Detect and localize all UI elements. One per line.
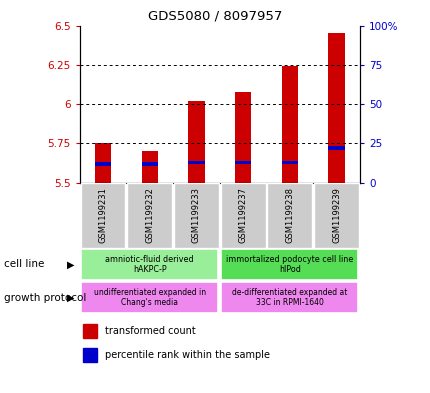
- Bar: [80, 183, 125, 248]
- Text: GSM1199233: GSM1199233: [191, 187, 200, 243]
- Text: amniotic-fluid derived
hAKPC-P: amniotic-fluid derived hAKPC-P: [105, 255, 194, 274]
- Text: ▶: ▶: [66, 293, 74, 303]
- Bar: [234, 92, 251, 183]
- Text: GSM1199231: GSM1199231: [98, 187, 108, 243]
- Text: percentile rank within the sample: percentile rank within the sample: [105, 350, 269, 360]
- Text: ▶: ▶: [66, 259, 74, 269]
- Text: GDS5080 / 8097957: GDS5080 / 8097957: [148, 10, 282, 23]
- Text: cell line: cell line: [4, 259, 45, 269]
- Bar: [95, 162, 111, 165]
- Bar: [220, 183, 265, 248]
- Bar: [174, 183, 218, 248]
- Text: undifferentiated expanded in
Chang's media: undifferentiated expanded in Chang's med…: [93, 288, 206, 307]
- Text: de-differentiated expanded at
33C in RPMI-1640: de-differentiated expanded at 33C in RPM…: [232, 288, 347, 307]
- Bar: [127, 183, 172, 248]
- Bar: [188, 101, 204, 183]
- Bar: [267, 183, 311, 248]
- Bar: [141, 162, 157, 165]
- Text: transformed count: transformed count: [105, 326, 195, 336]
- Text: GSM1199232: GSM1199232: [145, 187, 154, 243]
- Bar: [83, 347, 96, 362]
- Bar: [281, 66, 297, 183]
- Bar: [95, 143, 111, 183]
- Text: GSM1199237: GSM1199237: [238, 187, 247, 243]
- Bar: [221, 282, 358, 313]
- Bar: [313, 183, 358, 248]
- Bar: [81, 282, 218, 313]
- Bar: [141, 151, 157, 183]
- Bar: [281, 161, 297, 164]
- Text: immortalized podocyte cell line
hIPod: immortalized podocyte cell line hIPod: [226, 255, 353, 274]
- Text: GSM1199239: GSM1199239: [331, 187, 340, 243]
- Text: GSM1199238: GSM1199238: [285, 187, 294, 243]
- Bar: [221, 249, 358, 280]
- Bar: [83, 324, 96, 338]
- Bar: [328, 33, 344, 183]
- Bar: [188, 161, 204, 164]
- Bar: [328, 147, 344, 150]
- Text: growth protocol: growth protocol: [4, 293, 86, 303]
- Bar: [234, 161, 251, 164]
- Bar: [81, 249, 218, 280]
